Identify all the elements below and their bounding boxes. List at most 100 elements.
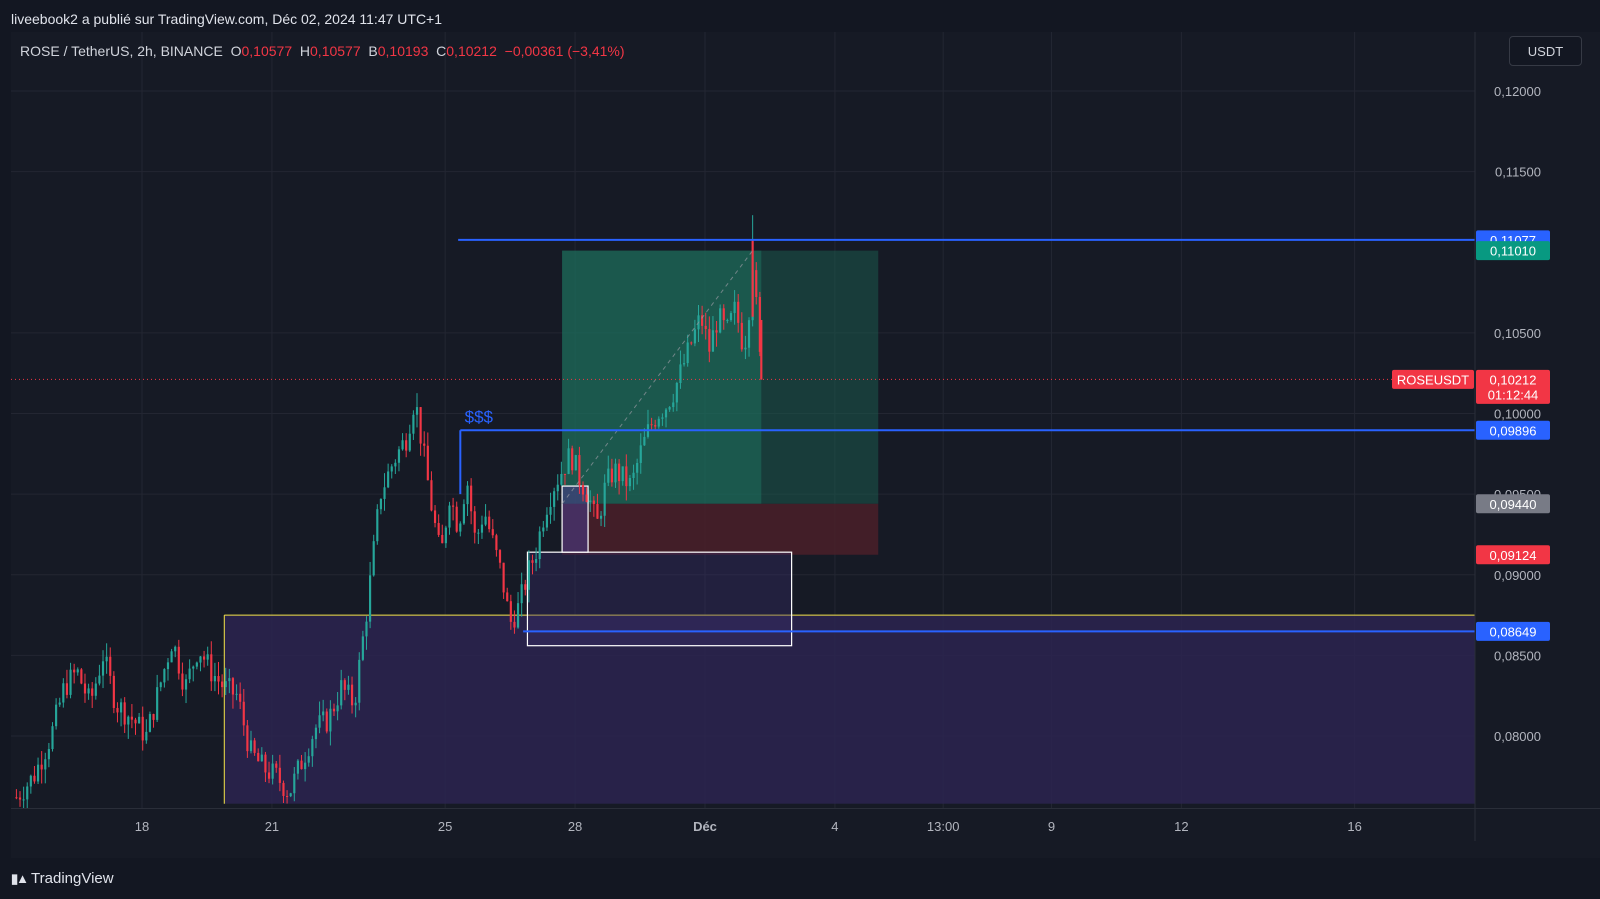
x-tick-label: 9 [1048,819,1055,834]
candle-body [127,716,130,725]
candle-body [690,342,693,344]
demand-zone [224,615,1475,804]
candle-body [675,382,678,403]
x-tick-label: 25 [438,819,452,834]
candle-body [156,687,159,720]
candle-body [452,505,455,507]
candle-body [498,550,502,563]
candle-body [535,559,538,563]
candle-body [405,440,408,451]
candle-body [553,491,556,507]
candle-body [116,707,119,713]
candle-body [246,725,249,752]
stop-zone [562,503,879,555]
candle-body [119,702,123,713]
candle-body [195,662,198,667]
price-tag-2: 0,09124 [1490,548,1537,563]
candle-body [574,455,577,471]
candle-body [65,683,69,695]
low-label: B [368,43,378,59]
candle-body [304,762,307,770]
candle-body [278,767,281,783]
current-price-value: 0,10212 [1490,372,1537,387]
liquidity-annotation: $$$ [465,407,494,426]
candle-body [672,402,675,408]
candle-body [91,688,94,696]
price-tag-2-bg [1476,545,1550,565]
candle-body [282,782,285,796]
y-tick-label: 0,08500 [1494,648,1541,663]
candle-body [628,478,632,487]
candle-body [354,702,357,706]
candle-body [556,484,559,492]
candle-body [239,693,242,702]
candle-body [314,727,318,740]
tradingview-logo[interactable]: ▮▲ TradingView [11,870,114,887]
candle-body [264,754,267,773]
candle-body [105,656,108,662]
candle-body [166,662,170,670]
candle-body [610,468,613,483]
candle-body [607,468,610,483]
candle-body [538,531,541,560]
candle-body [664,409,668,418]
symbol-tag: ROSEUSDT [1397,372,1469,387]
y-tick-label: 0,10500 [1494,326,1541,341]
candle-body [159,682,162,688]
candle-body [495,535,498,551]
candle-body [679,364,682,383]
candle-body [643,436,646,446]
candle-body [448,505,451,528]
candle-body [542,527,545,532]
candle-body [480,524,484,533]
currency-button[interactable]: USDT [1509,36,1582,66]
candle-body [581,485,585,495]
candle-body [639,445,642,463]
footer-bar [0,858,1600,899]
candle-body [419,407,422,444]
candle-body [379,498,382,510]
candle-body [603,482,606,516]
low-line-price-tag: 0,08649 [1490,624,1537,639]
candle-body [502,562,505,593]
candle-body [545,514,549,528]
price-tag-1-bg [1476,494,1550,514]
candle-body [58,702,61,705]
y-tick-label: 0,12000 [1494,84,1541,99]
candle-body [202,656,206,660]
candle-body [571,448,574,471]
candle-body [224,681,227,688]
candle-body [112,675,115,708]
candle-body [94,683,97,696]
candle-body [506,592,509,602]
candle-body [322,711,325,716]
candle-body [55,704,58,727]
candle-body [358,659,361,703]
candle-body [257,752,260,762]
candle-body [459,523,462,532]
candle-body [170,651,173,663]
tradingview-logo-icon: ▮▲ [11,870,29,886]
candle-body [293,773,296,794]
candle-body [430,480,433,511]
candle-body [473,511,476,533]
candle-body [134,719,137,724]
candle-body [336,705,339,712]
candle-body [408,433,411,451]
candle-body [520,584,523,604]
candles [15,215,763,808]
candle-body [177,646,180,674]
candle-body [733,301,736,314]
candle-body [744,347,747,350]
candle-body [755,270,758,297]
candle-body [390,466,393,472]
candle-body [578,455,581,486]
candle-body [376,509,379,542]
candle-body [69,669,72,695]
candle-body [73,669,76,673]
liquidity-line-price-tag: 0,09896 [1490,423,1537,438]
price-tag-0-bg [1476,241,1550,261]
candle-body [636,462,639,473]
candle-body [719,308,722,333]
